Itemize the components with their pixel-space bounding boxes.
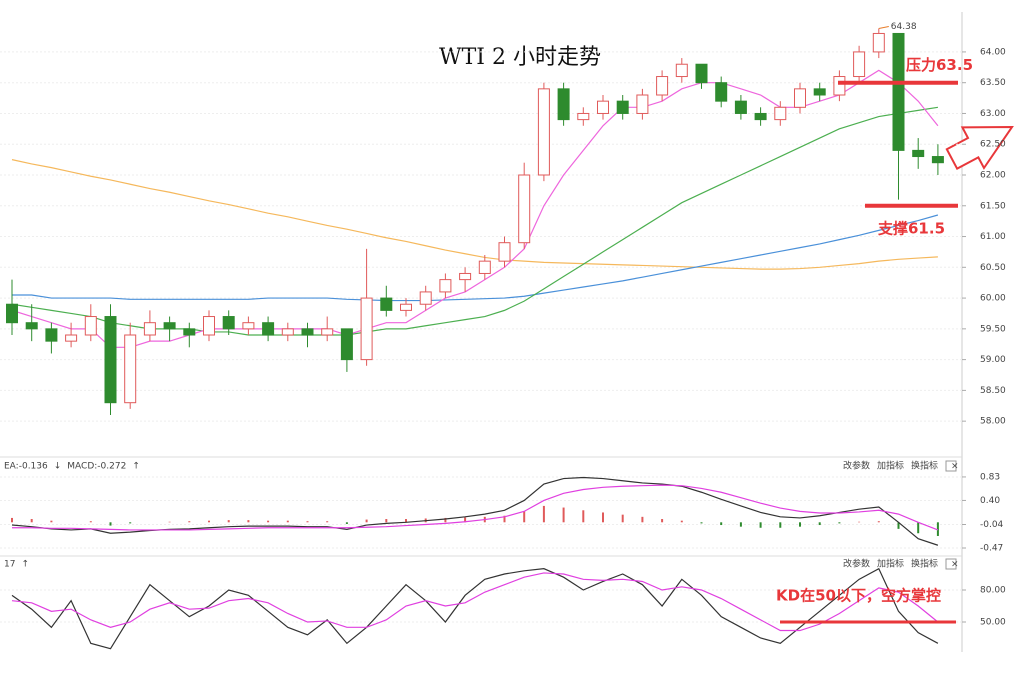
y-tick-label: 64.00 (980, 47, 1006, 57)
candle-body (734, 100, 747, 114)
candle-body (853, 51, 866, 78)
candle-body (163, 322, 176, 330)
y-tick-label: 58.50 (980, 386, 1006, 396)
y-tick-label: 59.50 (980, 324, 1006, 334)
candle-body (104, 316, 117, 404)
candle-body (400, 303, 412, 311)
candle-body (557, 88, 570, 121)
candle-body (203, 316, 215, 336)
indicator-header: ↑ (132, 462, 140, 472)
candle-body (6, 303, 18, 324)
indicator-line (12, 484, 939, 531)
level-note: 压力63.5 (906, 56, 973, 74)
y-tick-label: 63.50 (980, 78, 1006, 88)
y-tick-label: 60.50 (980, 263, 1006, 273)
indicator-line (11, 159, 938, 270)
candle-body (340, 328, 353, 361)
indicator-line (11, 567, 939, 650)
y-tick-label: 62.50 (980, 140, 1006, 150)
indicator-header: ↑ (21, 560, 29, 570)
candle-body (912, 149, 925, 158)
close-button-box (945, 460, 957, 472)
candle-body (754, 112, 767, 121)
candle-body (833, 76, 846, 96)
candle-body (124, 334, 137, 404)
y-tick-label: 58.00 (980, 417, 1006, 427)
y-tick-label: 63.00 (980, 109, 1006, 119)
y-tick-label: 0.83 (980, 472, 1000, 482)
candle-body (498, 242, 511, 262)
indicator-header: MACD:-0.272 (67, 462, 126, 472)
indicator-line (12, 214, 939, 302)
panel-button[interactable]: 换指标 (911, 460, 938, 472)
peak-label: 64.38 (891, 22, 917, 32)
candle-body (656, 76, 669, 96)
y-tick-label: 61.50 (980, 201, 1006, 211)
candle-body (45, 328, 58, 342)
panel-button[interactable]: 加指标 (877, 460, 904, 472)
panel-button[interactable]: 加指标 (877, 558, 904, 570)
chart-title: WTI 2 小时走势 (439, 45, 601, 70)
indicator-line (11, 572, 939, 632)
panel-button[interactable]: 改参数 (843, 460, 870, 472)
y-tick-label: 80.00 (980, 586, 1006, 596)
candle-body (25, 322, 38, 330)
candle-body (872, 32, 885, 53)
y-tick-label: 61.00 (980, 232, 1006, 242)
candle-body (459, 272, 472, 281)
candle-body (222, 316, 235, 330)
candle-body (695, 63, 708, 84)
candle-body (931, 156, 944, 164)
y-tick-label: -0.04 (980, 520, 1004, 530)
y-tick-label: -0.47 (980, 543, 1003, 553)
candle-body (774, 106, 787, 121)
panel-button[interactable]: 改参数 (843, 558, 870, 570)
candle-body (537, 88, 550, 176)
candle-body (636, 94, 649, 114)
candle-body (439, 279, 452, 293)
candle-body (301, 328, 314, 336)
candle-body (360, 297, 373, 361)
candle-body (616, 100, 629, 114)
candle-body (143, 322, 156, 336)
candle-body (597, 100, 609, 114)
panel-button[interactable]: × (951, 462, 959, 472)
panel-button[interactable]: 换指标 (911, 558, 938, 570)
candle-body (84, 316, 97, 336)
peak-pointer (878, 26, 889, 30)
close-button-box (945, 558, 957, 570)
candle-body (518, 174, 531, 244)
candle-body (281, 328, 294, 336)
candle-body (65, 334, 78, 342)
candle-body (262, 322, 275, 336)
candle-body (183, 328, 196, 336)
panel-button[interactable]: × (951, 560, 959, 570)
candle-body (242, 322, 255, 330)
candle-body (478, 260, 491, 274)
candle-body (715, 82, 728, 102)
level-note: 支撑61.5 (877, 219, 945, 237)
candle-body (675, 63, 688, 78)
y-tick-label: 60.00 (980, 294, 1006, 304)
candle-body (794, 88, 806, 108)
indicator-header: 17 (4, 560, 15, 570)
candle-body (892, 32, 905, 151)
indicator-header: ↓ (54, 462, 62, 472)
indicator-header: EA:-0.136 (4, 462, 48, 472)
level-note: KD在50以下，空方掌控 (776, 587, 941, 605)
y-tick-label: 50.00 (980, 618, 1006, 628)
arrow-icon (945, 126, 1014, 171)
y-tick-label: 62.00 (980, 171, 1006, 181)
y-tick-label: 59.00 (980, 355, 1006, 365)
candle-body (380, 297, 393, 311)
y-tick-label: 0.40 (980, 496, 1000, 506)
candle-body (419, 291, 432, 305)
candle-body (813, 88, 826, 96)
candle-body (321, 328, 334, 336)
candle-body (577, 112, 590, 121)
